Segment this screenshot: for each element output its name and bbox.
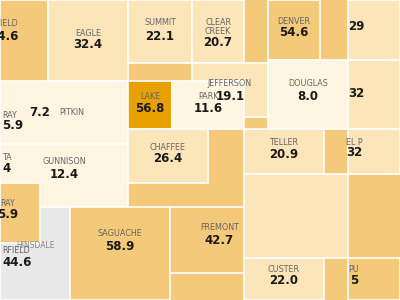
Text: CUSTER: CUSTER [268, 266, 300, 274]
Text: EAGLE: EAGLE [75, 28, 101, 38]
Text: 7.2: 7.2 [30, 106, 50, 119]
Text: 11.6: 11.6 [194, 101, 222, 115]
Text: GUNNISON: GUNNISON [42, 158, 86, 166]
Text: TA: TA [2, 153, 12, 162]
Bar [128, 129, 208, 183]
Text: TELLER: TELLER [270, 138, 298, 147]
Bar [0, 0, 48, 114]
Text: 54.6: 54.6 [279, 26, 309, 40]
Bar [348, 0, 400, 60]
Text: 26.4: 26.4 [153, 152, 183, 166]
Text: FREMONT: FREMONT [200, 224, 239, 232]
Text: CHAFFEE: CHAFFEE [150, 142, 186, 152]
Text: SAGUACHE: SAGUACHE [98, 230, 142, 238]
Text: SUMMIT: SUMMIT [144, 18, 176, 27]
Text: DOUGLAS: DOUGLAS [288, 80, 328, 88]
Bar [170, 207, 268, 273]
Text: 56.8: 56.8 [135, 101, 165, 115]
Text: 44.6: 44.6 [0, 29, 19, 43]
Text: 20.7: 20.7 [204, 35, 232, 49]
Text: 32: 32 [346, 146, 362, 160]
Text: RAY: RAY [2, 111, 17, 120]
Text: 42.7: 42.7 [205, 233, 234, 247]
Text: PITKIN: PITKIN [60, 108, 84, 117]
Bar [192, 0, 244, 63]
Bar [348, 258, 400, 300]
Text: 22.0: 22.0 [270, 274, 298, 287]
Text: PARK: PARK [198, 92, 218, 100]
Text: CLEAR
CREEK: CLEAR CREEK [205, 18, 231, 36]
Text: RFIELD: RFIELD [2, 246, 30, 255]
Text: 22.1: 22.1 [146, 29, 174, 43]
Text: RAY: RAY [1, 200, 15, 208]
Bar [268, 60, 348, 129]
Text: EL P: EL P [346, 138, 362, 147]
Text: LAKE: LAKE [140, 92, 160, 100]
Text: 5: 5 [350, 274, 358, 287]
Bar [244, 129, 324, 174]
Bar [128, 81, 172, 129]
Bar [192, 63, 268, 117]
Text: 12.4: 12.4 [50, 167, 78, 181]
Bar [0, 144, 128, 207]
Text: 44.6: 44.6 [2, 256, 31, 269]
Text: 32: 32 [348, 86, 364, 100]
Text: 5.9: 5.9 [0, 208, 18, 221]
Bar [348, 60, 400, 129]
Text: DENVER: DENVER [278, 16, 310, 26]
Bar [70, 207, 170, 300]
Text: 4: 4 [2, 161, 10, 175]
Text: 32.4: 32.4 [74, 38, 102, 52]
Bar [268, 0, 320, 60]
Bar [244, 174, 348, 258]
Text: 8.0: 8.0 [298, 89, 318, 103]
Text: 19.1: 19.1 [216, 89, 244, 103]
Text: PU: PU [349, 266, 359, 274]
Text: 29: 29 [348, 20, 364, 34]
Bar [0, 81, 128, 144]
Text: RFIELD: RFIELD [0, 20, 18, 28]
Bar [0, 183, 40, 243]
Bar [128, 0, 192, 63]
Text: 58.9: 58.9 [105, 239, 135, 253]
Text: 20.9: 20.9 [270, 148, 298, 161]
Text: JEFFERSON: JEFFERSON [208, 80, 252, 88]
Bar [0, 207, 70, 300]
Bar [244, 258, 324, 300]
Text: HINSDALE: HINSDALE [16, 242, 54, 250]
Bar [348, 129, 400, 174]
Text: 5.9: 5.9 [2, 119, 23, 133]
Bar [172, 81, 244, 129]
Bar [48, 0, 128, 81]
